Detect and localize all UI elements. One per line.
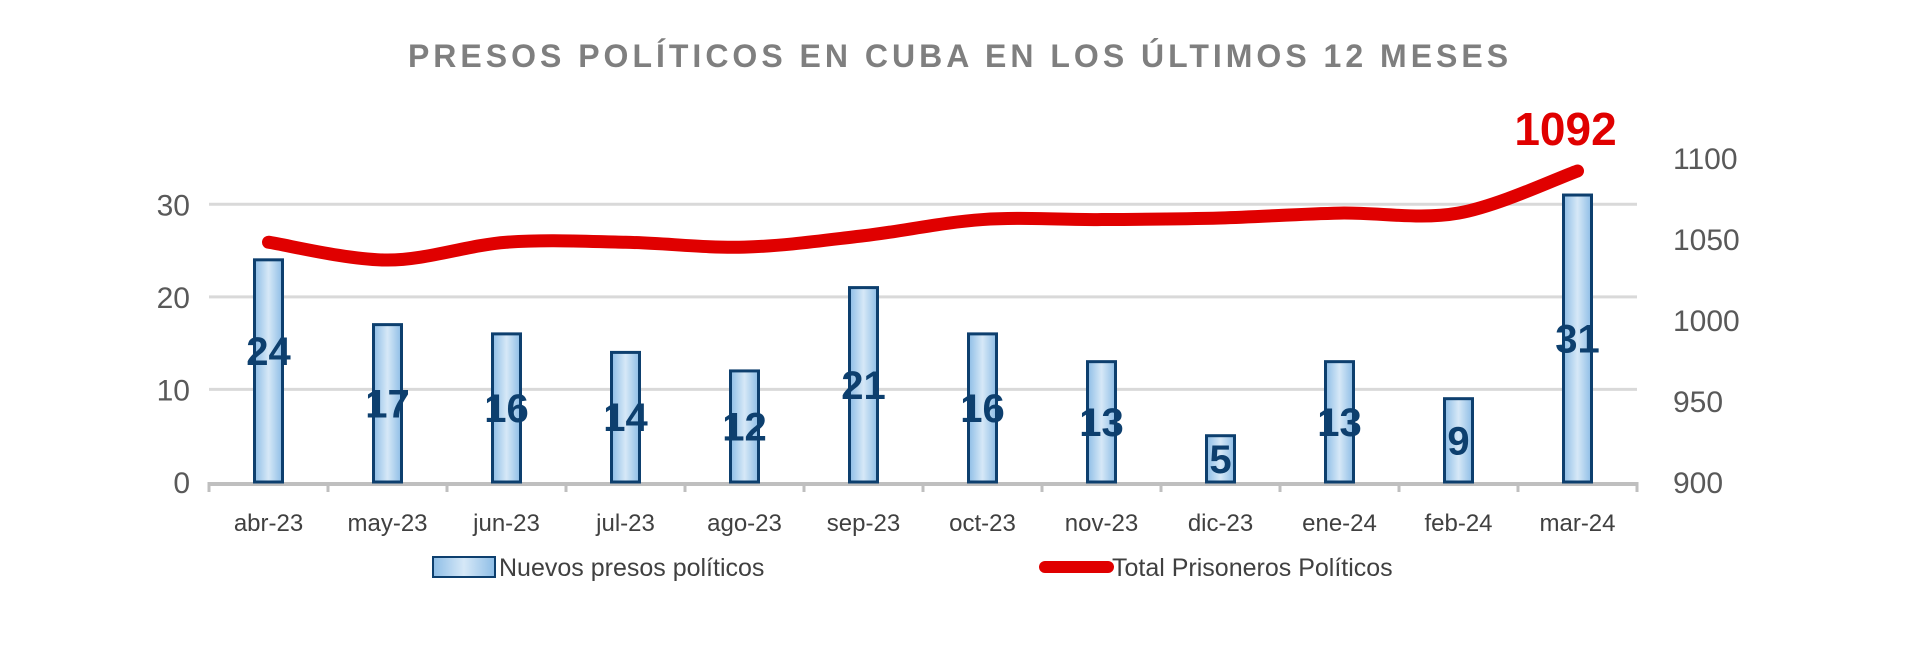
legend-line-label: Total Prisoneros Políticos — [1112, 554, 1393, 582]
right-tick-label: 1100 — [1673, 143, 1738, 176]
bar-data-label: 14 — [603, 396, 648, 440]
right-tick-label: 950 — [1673, 386, 1723, 419]
bar — [729, 369, 760, 484]
x-tick-label: feb-24 — [1424, 510, 1492, 537]
line-annotation: 1092 — [1514, 103, 1616, 155]
bar — [253, 258, 284, 484]
bar — [967, 332, 998, 484]
bar-data-label: 31 — [1555, 318, 1600, 362]
x-tick-label: may-23 — [347, 510, 427, 537]
bar-data-label: 13 — [1317, 401, 1362, 445]
bar-data-label: 16 — [960, 387, 1005, 431]
bar-data-label: 21 — [841, 364, 886, 408]
left-tick-label: 10 — [157, 374, 190, 407]
x-tick-label: ene-24 — [1302, 510, 1377, 537]
x-tick-label: nov-23 — [1065, 510, 1138, 537]
x-tick-label: sep-23 — [827, 510, 900, 537]
bar-data-label: 5 — [1209, 438, 1231, 482]
legend-bar-swatch — [432, 556, 496, 578]
x-tick-label: dic-23 — [1188, 510, 1253, 537]
left-tick-label: 0 — [173, 467, 190, 500]
bar-data-label: 17 — [365, 382, 410, 426]
left-tick-label: 20 — [157, 282, 190, 315]
right-tick-label: 1000 — [1673, 305, 1740, 338]
bar — [491, 332, 522, 484]
x-tick-label: mar-24 — [1539, 510, 1615, 537]
bar — [1086, 360, 1117, 484]
bar-data-label: 16 — [484, 387, 529, 431]
chart-title: PRESOS POLÍTICOS EN CUBA EN LOS ÚLTIMOS … — [407, 38, 1513, 74]
left-tick-label: 30 — [157, 189, 190, 222]
bar — [1443, 397, 1474, 484]
bar-data-label: 13 — [1079, 401, 1124, 445]
x-tick-label: oct-23 — [949, 510, 1016, 537]
legend-bar-label: Nuevos presos políticos — [499, 554, 764, 582]
right-tick-label: 1050 — [1673, 224, 1740, 257]
bar-data-label: 9 — [1447, 419, 1469, 463]
x-tick-label: ago-23 — [707, 510, 782, 537]
bar-data-label: 12 — [722, 405, 767, 449]
bar — [610, 350, 641, 484]
total-line — [262, 164, 1584, 267]
bar — [848, 286, 879, 484]
bar — [372, 323, 403, 484]
x-tick-label: jul-23 — [595, 510, 655, 537]
bar — [1562, 193, 1593, 484]
bar — [1324, 360, 1355, 484]
x-tick-label: abr-23 — [234, 510, 303, 537]
right-tick-label: 900 — [1673, 467, 1723, 500]
x-tick-label: jun-23 — [472, 510, 540, 537]
bar-data-label: 24 — [246, 330, 291, 374]
bar — [1205, 434, 1236, 484]
